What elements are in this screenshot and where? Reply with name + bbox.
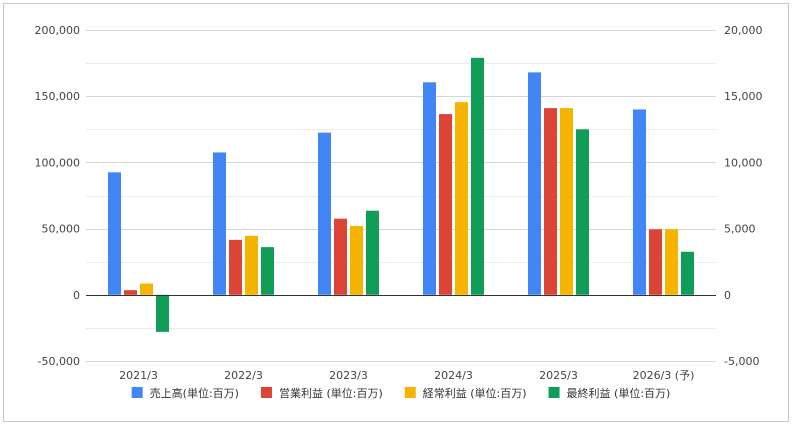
bar <box>156 294 169 332</box>
category-labels: 2021/3 2022/3 2023/3 2024/3 2025/3 2026/3 (予) <box>119 369 694 382</box>
category-label: 2025/3 <box>539 369 578 382</box>
bar <box>366 210 379 295</box>
left-tick-label: 50,000 <box>42 223 81 236</box>
bar <box>439 114 452 295</box>
bar <box>261 247 274 295</box>
legend-swatch <box>404 387 416 398</box>
bar <box>229 239 242 295</box>
bar <box>681 251 694 295</box>
left-tick-label: 150,000 <box>35 90 81 103</box>
bar <box>318 132 331 295</box>
legend: 売上高(単位:百万) 営業利益 (単位:百万) 経常利益 (単位:百万) 最終利益 (… <box>131 386 671 400</box>
bar <box>528 72 541 295</box>
chart-frame <box>3 3 789 422</box>
right-axis-ticks: -5,000 0 5,000 10,000 15,000 20,000 <box>724 24 763 368</box>
bar <box>665 229 678 295</box>
left-tick-label: 0 <box>73 289 80 302</box>
bar <box>334 218 347 295</box>
right-tick-label: 20,000 <box>724 24 763 37</box>
right-tick-label: 10,000 <box>724 156 763 169</box>
legend-item: 営業利益 (単位:百万) <box>260 386 383 400</box>
bar <box>108 172 121 295</box>
legend-label: 売上高(単位:百万) <box>150 386 239 400</box>
category-label: 2023/3 <box>329 369 368 382</box>
legend-item: 売上高(単位:百万) <box>131 386 239 400</box>
left-tick-label: 100,000 <box>35 156 81 169</box>
legend-swatch <box>260 387 272 398</box>
left-tick-label: -50,000 <box>38 355 80 368</box>
right-tick-label: 15,000 <box>724 90 763 103</box>
legend-label: 経常利益 (単位:百万) <box>423 386 527 400</box>
bar <box>245 235 258 295</box>
legend-item: 最終利益 (単位:百万) <box>548 386 671 400</box>
left-axis-ticks: -50,000 0 50,000 100,000 150,000 200,000 <box>35 24 81 368</box>
bar <box>455 102 468 295</box>
legend-swatch <box>548 387 560 398</box>
category-label: 2024/3 <box>434 369 473 382</box>
left-tick-label: 200,000 <box>35 24 81 37</box>
bar <box>423 82 436 295</box>
category-label: 2026/3 (予) <box>633 369 695 382</box>
legend-label: 営業利益 (単位:百万) <box>279 386 383 400</box>
bar <box>124 290 137 295</box>
legend-item: 経常利益 (単位:百万) <box>404 386 527 400</box>
bar <box>560 108 573 295</box>
bars <box>108 57 694 332</box>
right-tick-label: 5,000 <box>724 223 756 236</box>
bar <box>649 229 662 295</box>
bar <box>350 225 363 295</box>
bar <box>140 283 153 295</box>
bar <box>213 152 226 295</box>
legend-swatch <box>131 387 143 398</box>
right-tick-label: -5,000 <box>724 355 759 368</box>
bar <box>544 108 557 295</box>
category-label: 2021/3 <box>119 369 158 382</box>
category-label: 2022/3 <box>224 369 263 382</box>
gridlines <box>86 30 716 362</box>
right-tick-label: 0 <box>724 289 731 302</box>
bar <box>576 129 589 295</box>
bar <box>633 109 646 295</box>
legend-label: 最終利益 (単位:百万) <box>567 386 671 400</box>
bar <box>471 57 484 295</box>
